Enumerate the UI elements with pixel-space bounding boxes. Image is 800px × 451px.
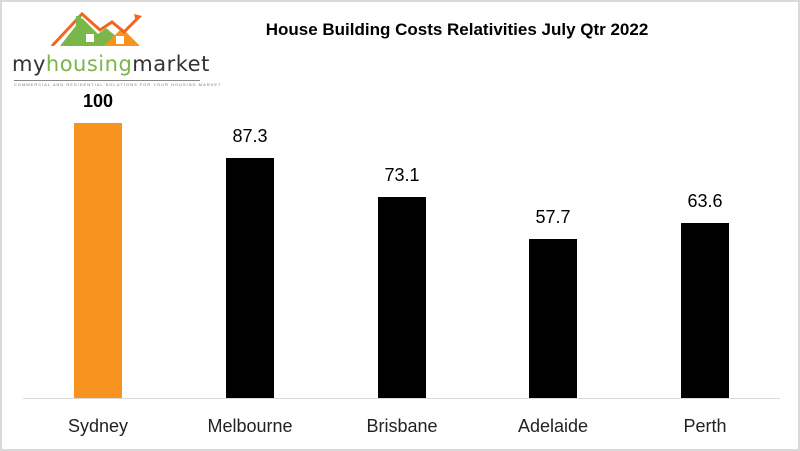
bar-brisbane	[378, 196, 426, 398]
category-label: Brisbane	[366, 416, 438, 436]
category-label: Perth	[683, 416, 727, 436]
category-label: Adelaide	[517, 416, 589, 436]
category-label: Sydney	[67, 416, 129, 436]
house-logo-icon	[48, 11, 148, 48]
bar-adelaide	[529, 239, 577, 398]
logo-tagline: COMMERCIAL AND RESIDENTIAL SOLUTIONS FOR…	[14, 82, 222, 87]
data-label: 100	[82, 91, 114, 111]
category-label: Melbourne	[207, 416, 293, 436]
bar-perth	[681, 223, 729, 398]
bar-sydney	[74, 123, 122, 398]
data-label: 87.3	[232, 125, 268, 146]
logo-underline	[14, 80, 200, 81]
x-axis-line	[23, 398, 780, 399]
logo: myhousingmarket COMMERCIAL AND RESIDENTI…	[8, 10, 220, 87]
data-label: 73.1	[384, 164, 420, 185]
bar-melbourne	[226, 157, 274, 398]
logo-wordmark: myhousingmarket	[12, 52, 210, 76]
data-label: 57.7	[535, 207, 571, 228]
data-label: 63.6	[687, 191, 723, 212]
chart-title: House Building Costs Relativities July Q…	[265, 20, 649, 39]
